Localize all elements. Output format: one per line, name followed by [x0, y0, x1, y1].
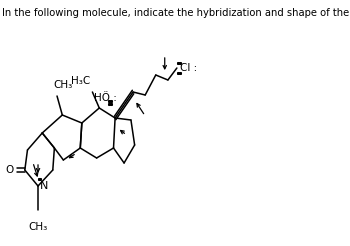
Text: In the following molecule, indicate the hybridization and shape of the indicated: In the following molecule, indicate the …: [2, 8, 350, 18]
Text: CH₃: CH₃: [28, 222, 48, 232]
Text: H₃C: H₃C: [70, 76, 90, 86]
Text: N: N: [40, 181, 49, 191]
Text: O: O: [6, 165, 14, 175]
Text: CH₃: CH₃: [54, 80, 73, 90]
Text: Cl :: Cl :: [180, 63, 197, 73]
Text: HÖ :: HÖ :: [94, 93, 117, 103]
